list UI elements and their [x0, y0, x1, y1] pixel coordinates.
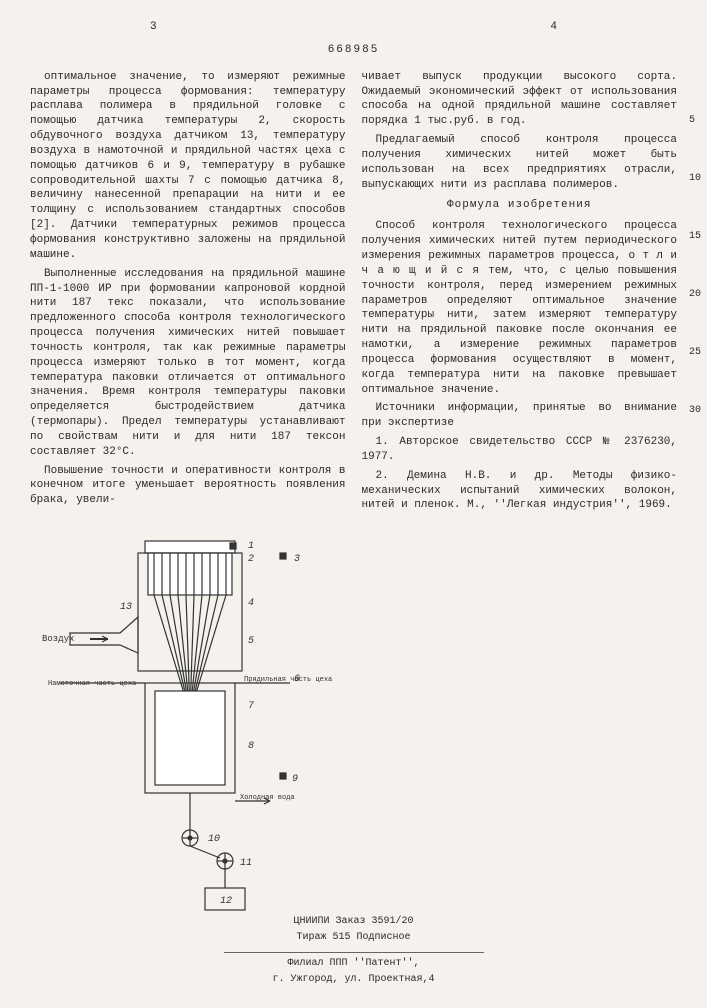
diagram-label-9: 9: [292, 774, 298, 785]
technical-diagram: 1 2 3 4 5 6 7 8 9 10 11 12 13 Воздух Пря…: [30, 533, 677, 923]
text-columns: оптимальное значение, то измеряют режимн…: [30, 70, 677, 518]
page-header: 3 4: [30, 20, 677, 35]
right-column: 5 10 15 20 25 30 чивает выпуск продукции…: [362, 70, 678, 518]
diagram-label-8: 8: [248, 741, 254, 752]
diagram-label-2: 2: [248, 554, 254, 565]
formula-title: Формула изобретения: [362, 198, 678, 213]
footer-divider: [224, 952, 484, 953]
source-1: 1. Авторское свидетельство СССР № 237623…: [362, 435, 678, 465]
left-paragraph-2: Выполненные исследования на прядильной м…: [30, 267, 346, 460]
document-number: 668985: [30, 43, 677, 58]
diagram-label-11: 11: [240, 858, 252, 869]
diagram-text-pryad: Прядильная часть цеха: [244, 676, 332, 684]
source-2: 2. Демина Н.В. и др. Методы физико-механ…: [362, 469, 678, 514]
line-marker-15: 15: [689, 230, 701, 244]
line-marker-10: 10: [689, 172, 701, 186]
right-paragraph-2: Предлагаемый способ контроля процесса по…: [362, 133, 678, 192]
line-marker-5: 5: [689, 114, 695, 128]
diagram-svg: 1 2 3 4 5 6 7 8 9 10 11 12 13 Воздух Пря…: [30, 533, 370, 923]
diagram-label-7: 7: [248, 701, 254, 712]
diagram-text-air: Воздух: [42, 634, 74, 644]
diagram-label-5: 5: [248, 636, 254, 647]
right-paragraph-3: Способ контроля технологического процесс…: [362, 219, 678, 397]
diagram-label-10: 10: [208, 834, 220, 845]
diagram-label-13: 13: [120, 602, 132, 613]
diagram-label-3: 3: [294, 554, 300, 565]
diagram-text-water: Холодная вода: [240, 794, 295, 802]
page-number-right: 4: [550, 20, 557, 35]
footer-line-4: г. Ужгород, ул. Проектная,4: [30, 973, 677, 987]
diagram-text-namot: Намоточная часть цеха: [48, 680, 136, 688]
line-marker-20: 20: [689, 288, 701, 302]
sources-title: Источники информации, принятые во вниман…: [362, 401, 678, 431]
left-column: оптимальное значение, то измеряют режимн…: [30, 70, 346, 518]
footer-line-3: Филиал ППП ''Патент'',: [30, 957, 677, 971]
page-footer: ЦНИИПИ Заказ 3591/20 Тираж 515 Подписное…: [30, 915, 677, 986]
diagram-label-12: 12: [220, 896, 232, 907]
right-paragraph-1: чивает выпуск продукции высокого сорта. …: [362, 70, 678, 129]
left-paragraph-3: Повышение точности и оперативности контр…: [30, 464, 346, 509]
page-number-left: 3: [150, 20, 157, 35]
line-marker-25: 25: [689, 346, 701, 360]
diagram-label-4: 4: [248, 598, 254, 609]
footer-line-2: Тираж 515 Подписное: [30, 931, 677, 945]
diagram-label-1: 1: [248, 541, 254, 552]
line-marker-30: 30: [689, 404, 701, 418]
left-paragraph-1: оптимальное значение, то измеряют режимн…: [30, 70, 346, 263]
